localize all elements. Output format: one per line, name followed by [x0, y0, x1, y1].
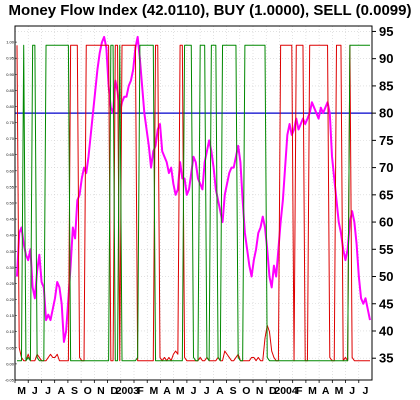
left-tick-label: 0.95 — [6, 56, 15, 61]
x-tick-label: A — [322, 385, 330, 397]
x-tick-label: M — [308, 385, 317, 397]
x-tick-label: F — [137, 385, 144, 397]
right-tick-label: 80 — [379, 106, 393, 121]
x-tick-label: J — [32, 385, 38, 397]
x-tick-label: J — [349, 385, 355, 397]
left-tick-label: 0.50 — [6, 201, 15, 206]
left-tick-label: 0.35 — [6, 249, 15, 254]
x-tick-label: A — [216, 385, 224, 397]
x-tick-label: O — [84, 385, 92, 397]
x-tick-label: F — [296, 385, 303, 397]
right-tick-label: 60 — [379, 215, 393, 230]
x-tick-label: A — [163, 385, 171, 397]
left-tick-label: 0.40 — [6, 233, 15, 238]
buy-signal-line — [17, 44, 370, 362]
x-tick-label: D — [110, 385, 118, 397]
x-tick-label: O — [242, 385, 250, 397]
right-tick-label: 75 — [379, 133, 393, 148]
left-tick-label: 0.75 — [6, 120, 15, 125]
chart-title: Money Flow Index (42.0110), BUY (1.0000)… — [9, 2, 412, 19]
right-tick-label: 50 — [379, 269, 393, 284]
left-tick-label: 0.80 — [6, 104, 15, 109]
x-tick-label: M — [176, 385, 185, 397]
left-tick-label: 0.65 — [6, 152, 15, 157]
right-tick-label: 70 — [379, 160, 393, 175]
x-tick-label: N — [97, 385, 105, 397]
right-tick-label: 85 — [379, 78, 393, 93]
x-tick-label: 2004 — [274, 385, 298, 397]
x-tick-label: D — [269, 385, 277, 397]
right-tick-label: 40 — [379, 323, 393, 338]
left-tick-label: 0.20 — [6, 297, 15, 302]
left-tick-label: 0.55 — [6, 184, 15, 189]
right-tick-label: 95 — [379, 24, 393, 39]
left-tick-label: 0.45 — [6, 217, 15, 222]
right-tick-label: 55 — [379, 242, 393, 257]
x-tick-label: M — [149, 385, 158, 397]
left-tick-label: 1.00 — [6, 40, 15, 45]
mfi-series-line — [16, 35, 371, 343]
x-tick-label: M — [335, 385, 344, 397]
right-axis-ticks: 35 40 45 50 55 60 65 70 75 80 85 90 95 — [372, 24, 393, 366]
left-tick-label: 0.30 — [6, 265, 15, 270]
right-tick-label: 65 — [379, 187, 393, 202]
right-tick-label: 35 — [379, 351, 393, 366]
left-tick-label: 0.60 — [6, 168, 15, 173]
x-tick-label: M — [17, 385, 26, 397]
x-tick-label: J — [45, 385, 51, 397]
x-tick-label: S — [71, 385, 78, 397]
x-tick-label: S — [230, 385, 237, 397]
x-tick-label: A — [57, 385, 65, 397]
left-tick-label: 0.05 — [6, 345, 15, 350]
x-tick-label: 2003 — [116, 385, 140, 397]
x-tick-label: J — [191, 385, 197, 397]
left-tick-label: 0.70 — [6, 136, 15, 141]
x-tick-label: J — [362, 385, 368, 397]
right-tick-label: 45 — [379, 296, 393, 311]
right-tick-label: 90 — [379, 51, 393, 66]
sell-signal-line — [16, 44, 370, 362]
left-tick-label: 0.90 — [6, 72, 15, 77]
left-tick-label: -0.05 — [5, 378, 15, 383]
x-tick-label: J — [204, 385, 210, 397]
left-axis-ticks: 1.00 0.95 0.90 0.85 0.80 0.75 0.70 0.65 0.60 0.55… — [5, 40, 17, 383]
left-tick-label: 0.15 — [6, 313, 15, 318]
x-tick-label: N — [256, 385, 264, 397]
series-layer — [16, 35, 371, 362]
left-tick-label: 0.25 — [6, 281, 15, 286]
left-tick-label: 0.85 — [6, 88, 15, 93]
left-tick-label: 0.10 — [6, 329, 15, 334]
left-tick-label: 0.00 — [6, 361, 15, 366]
